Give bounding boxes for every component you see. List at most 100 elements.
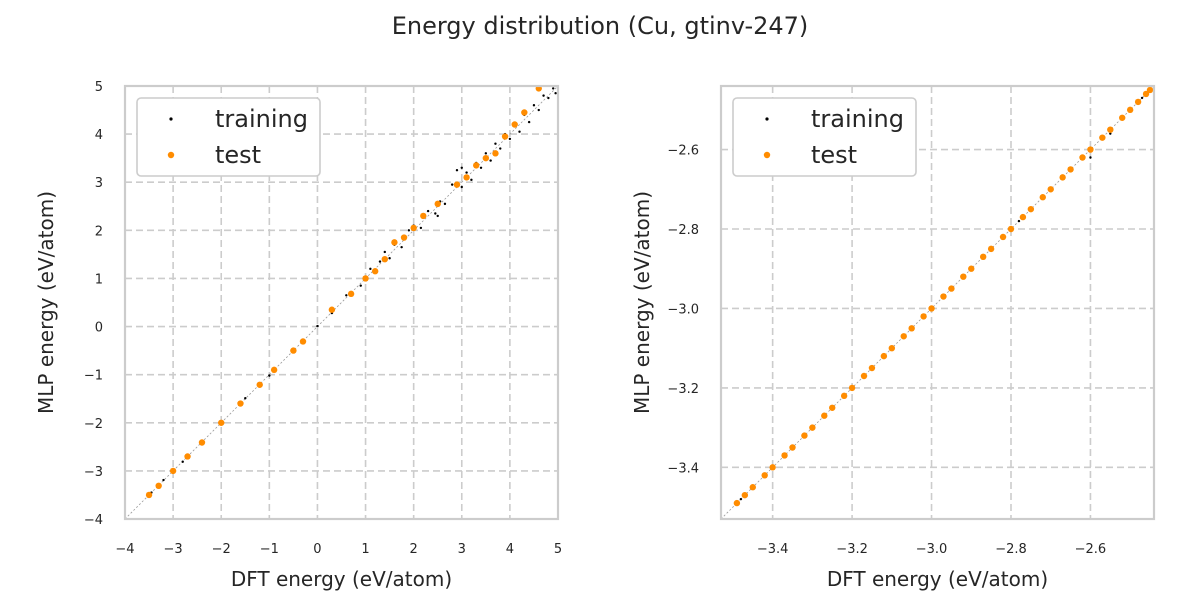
legend-box: [732, 97, 917, 177]
x-tick-label: 0: [313, 542, 321, 557]
y-tick-label: −3: [84, 465, 103, 480]
data-point-training: [460, 166, 463, 169]
y-axis-label: MLP energy (eV/atom): [630, 191, 654, 414]
data-point-test: [781, 452, 788, 459]
y-tick-labels: −4 −3 −2 −1 0 1 2 3 4 5: [84, 80, 103, 528]
data-point-test: [362, 275, 369, 282]
data-point-training: [244, 397, 247, 400]
data-point-test: [1059, 174, 1066, 181]
legend-label-training: training: [811, 105, 904, 133]
y-tick-label: −3.0: [667, 302, 699, 317]
y-tick-label: 4: [95, 128, 103, 143]
data-point-test: [501, 133, 509, 140]
data-point-test: [237, 400, 244, 407]
data-point-training: [489, 159, 492, 162]
legend-box: [136, 97, 321, 177]
data-point-training: [484, 152, 488, 155]
data-point-training: [162, 478, 165, 482]
data-point-test: [900, 333, 907, 340]
legend-marker-training: [169, 117, 173, 121]
data-point-test: [920, 313, 927, 320]
y-tick-label: −2: [84, 417, 103, 432]
data-point-training: [1017, 219, 1021, 223]
data-point-test: [749, 484, 756, 491]
data-point-training: [551, 87, 555, 90]
x-tick-label: −3: [164, 542, 183, 557]
data-point-test: [521, 109, 528, 116]
y-tick-label: 1: [95, 272, 103, 287]
x-tick-label: −2: [212, 542, 231, 557]
data-point-training: [470, 178, 473, 182]
data-point-test: [434, 200, 441, 208]
data-point-test: [381, 256, 388, 263]
data-point-test: [299, 338, 307, 345]
data-point-test: [1007, 225, 1015, 233]
data-point-test: [1107, 126, 1114, 133]
data-point-training: [460, 185, 463, 189]
legend-marker-training: [765, 117, 769, 121]
data-point-test: [218, 419, 225, 426]
data-point-test: [829, 404, 836, 411]
data-point-training: [1140, 96, 1144, 100]
data-point-test: [821, 412, 828, 419]
x-tick-label: 1: [361, 542, 369, 557]
series-test-points: [733, 86, 1154, 507]
x-axis-label: DFT energy (eV/atom): [231, 567, 452, 591]
data-point-test: [880, 352, 888, 360]
data-point-training: [268, 374, 271, 377]
data-point-test: [328, 306, 336, 313]
data-point-test: [761, 472, 768, 479]
data-point-test: [453, 181, 461, 188]
y-axis-label: MLP energy (eV/atom): [34, 191, 58, 414]
data-point-training: [518, 130, 521, 133]
x-tick-label: −4: [115, 542, 134, 557]
y-tick-label: 2: [95, 224, 103, 239]
y-tick-labels: −3.4 −3.2 −3.0 −2.8 −2.6: [667, 144, 699, 477]
data-point-training: [527, 120, 531, 124]
x-tick-label: −3.2: [836, 542, 868, 557]
data-point-test: [1099, 134, 1106, 141]
data-point-test: [1142, 90, 1150, 98]
data-point-test: [256, 381, 263, 388]
data-point-training: [378, 260, 382, 263]
data-point-training: [383, 250, 386, 254]
y-tick-label: 0: [95, 321, 103, 336]
data-point-training: [345, 294, 348, 297]
data-point-training: [554, 92, 557, 95]
y-tick-label: −3.2: [667, 382, 699, 397]
data-point-test: [948, 285, 955, 292]
data-point-training: [426, 209, 430, 213]
data-point-training: [542, 94, 545, 97]
y-tick-label: 5: [95, 80, 103, 95]
legend: training test: [136, 97, 321, 177]
data-point-test: [155, 482, 162, 490]
x-tick-label: −3.4: [757, 542, 789, 557]
data-point-test: [987, 245, 995, 253]
data-point-training: [465, 171, 468, 174]
data-point-test: [769, 464, 776, 471]
x-tick-label: −2.6: [1075, 542, 1107, 557]
data-point-test: [1126, 106, 1134, 114]
x-tick-label: 4: [506, 542, 514, 557]
data-point-test: [848, 384, 856, 392]
data-point-test: [410, 224, 417, 232]
data-point-test: [801, 432, 808, 439]
data-point-test: [184, 453, 191, 460]
data-point-test: [999, 233, 1007, 241]
data-point-test: [473, 162, 480, 169]
data-point-test: [789, 444, 796, 451]
data-point-test: [1019, 213, 1027, 221]
data-point-training: [450, 183, 454, 186]
legend-label-test: test: [215, 141, 261, 169]
legend-marker-test: [167, 151, 175, 159]
x-tick-label: 2: [410, 542, 418, 557]
data-point-test: [809, 424, 816, 431]
data-point-test: [1146, 86, 1154, 94]
data-point-test: [492, 150, 499, 157]
data-point-training: [316, 324, 319, 328]
x-tick-label: −1: [260, 542, 279, 557]
data-point-training: [400, 245, 403, 249]
x-tick-label: −3.0: [916, 542, 948, 557]
data-point-test: [960, 273, 967, 280]
